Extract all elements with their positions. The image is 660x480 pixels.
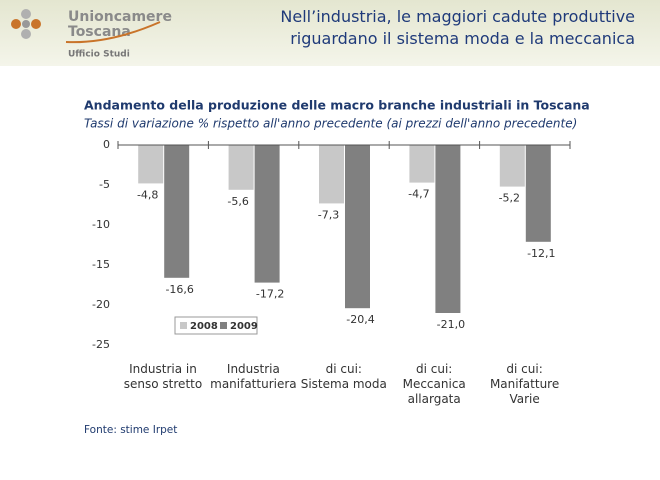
y-tick-label: -5	[99, 178, 110, 191]
value-label: -4,7	[408, 188, 429, 201]
legend-label: 2008	[190, 321, 218, 332]
logo-office: Ufficio Studi	[68, 50, 130, 60]
bar	[228, 145, 254, 190]
x-tick-label: Industria in senso stretto	[123, 362, 203, 391]
x-tick-label: di cui: Meccanica allargata	[402, 362, 466, 406]
y-tick-label: -15	[92, 258, 110, 271]
legend-label: 2009	[230, 321, 258, 332]
legend-swatch	[180, 322, 187, 329]
header-band	[0, 0, 660, 66]
bar	[345, 145, 370, 309]
legend-box	[174, 316, 258, 335]
chart-subtitle: Tassi di variazione % rispetto all'anno …	[84, 117, 577, 131]
value-label: -5,6	[227, 195, 248, 208]
y-tick-label: 0	[103, 138, 110, 151]
value-label: -21,0	[437, 318, 465, 331]
bar	[525, 145, 551, 242]
slide-title: Nell’industria, le maggiori cadute produ…	[280, 7, 635, 48]
logo-mark	[11, 9, 41, 39]
bar	[319, 145, 344, 204]
y-tick-label: -25	[92, 338, 110, 351]
bar	[409, 145, 435, 183]
bar	[435, 145, 461, 313]
source: Fonte: stime Irpet	[84, 424, 177, 436]
x-tick-label: di cui: Manifatture Varie	[489, 362, 560, 406]
x-tick-label: Industria manifatturiera	[210, 362, 297, 391]
bar	[254, 145, 280, 283]
value-label: -20,4	[346, 313, 374, 326]
logo-region: Toscana	[68, 24, 131, 40]
logo-swoosh	[65, 21, 161, 44]
value-label: -17,2	[256, 288, 284, 301]
y-tick-label: -10	[92, 218, 110, 231]
value-label: -12,1	[527, 247, 555, 260]
bar	[499, 145, 525, 187]
value-label: -7,3	[318, 208, 339, 221]
value-label: -5,2	[499, 192, 520, 205]
legend-swatch	[220, 322, 227, 329]
slide-title-box: Nell’industria, le maggiori cadute produ…	[280, 7, 635, 48]
bar	[138, 145, 164, 184]
bar	[164, 145, 190, 278]
value-label: -4,8	[137, 188, 158, 201]
value-label: -16,6	[165, 283, 193, 296]
y-tick-label: -20	[92, 298, 110, 311]
x-tick-label: di cui: Sistema moda	[300, 362, 387, 391]
chart-title: Andamento della produzione delle macro b…	[84, 98, 590, 113]
logo-name: Unioncamere	[68, 9, 172, 25]
